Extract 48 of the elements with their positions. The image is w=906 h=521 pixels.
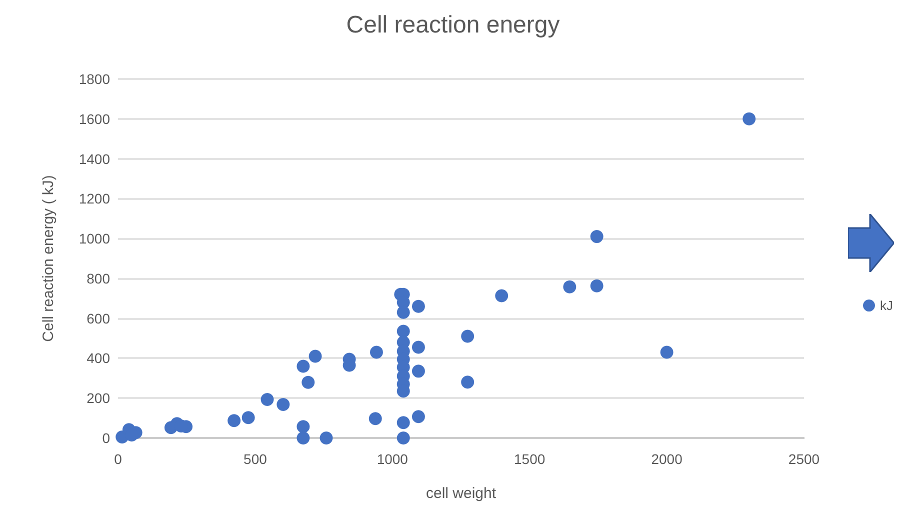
- y-tick-label: 1600: [78, 110, 110, 127]
- y-tick-label: 1800: [78, 71, 110, 87]
- y-tick-label: 1400: [78, 150, 110, 167]
- x-tick-label: 2000: [651, 451, 683, 467]
- y-tick-label: 800: [86, 270, 110, 286]
- y-tick-label: 1200: [78, 190, 110, 207]
- point: [228, 414, 241, 428]
- point: [296, 360, 310, 373]
- point: [742, 112, 756, 126]
- point: [412, 340, 425, 354]
- point: [296, 420, 310, 434]
- point: [308, 350, 322, 363]
- point: [590, 230, 604, 244]
- point: [296, 432, 310, 444]
- point: [563, 280, 576, 294]
- chart-title: Cell reaction energy: [346, 12, 560, 38]
- x-tick-label: 0: [114, 451, 122, 467]
- point: [396, 324, 410, 338]
- point: [461, 330, 474, 343]
- x-tick-label: 500: [244, 451, 268, 467]
- y-tick-label: 600: [86, 310, 110, 326]
- point: [590, 279, 604, 292]
- point: [412, 364, 425, 378]
- point: [276, 398, 290, 411]
- point: [242, 411, 255, 424]
- point: [260, 393, 274, 406]
- point: [370, 346, 383, 359]
- y-tick-label: 400: [86, 350, 110, 366]
- point: [495, 289, 508, 302]
- point: [396, 432, 410, 444]
- point: [412, 410, 425, 424]
- point: [396, 306, 410, 319]
- y-tick-label: 200: [86, 390, 110, 406]
- x-tick-label: 2500: [788, 451, 820, 467]
- point: [412, 300, 425, 313]
- point: [302, 376, 315, 389]
- point: [396, 416, 410, 430]
- x-tick-label: 1000: [376, 451, 408, 467]
- point: [461, 376, 474, 389]
- x-tick-label: 1500: [514, 451, 546, 467]
- legend-label: kJ: [880, 298, 893, 313]
- point: [368, 412, 382, 426]
- point: [660, 346, 674, 359]
- x-axis-title: cell weight: [426, 485, 497, 502]
- point: [320, 432, 333, 444]
- y-tick-label: 0: [102, 430, 110, 446]
- y-tick-label: 1000: [78, 230, 110, 247]
- y-axis-title: Cell reaction energy ( kJ): [40, 175, 57, 342]
